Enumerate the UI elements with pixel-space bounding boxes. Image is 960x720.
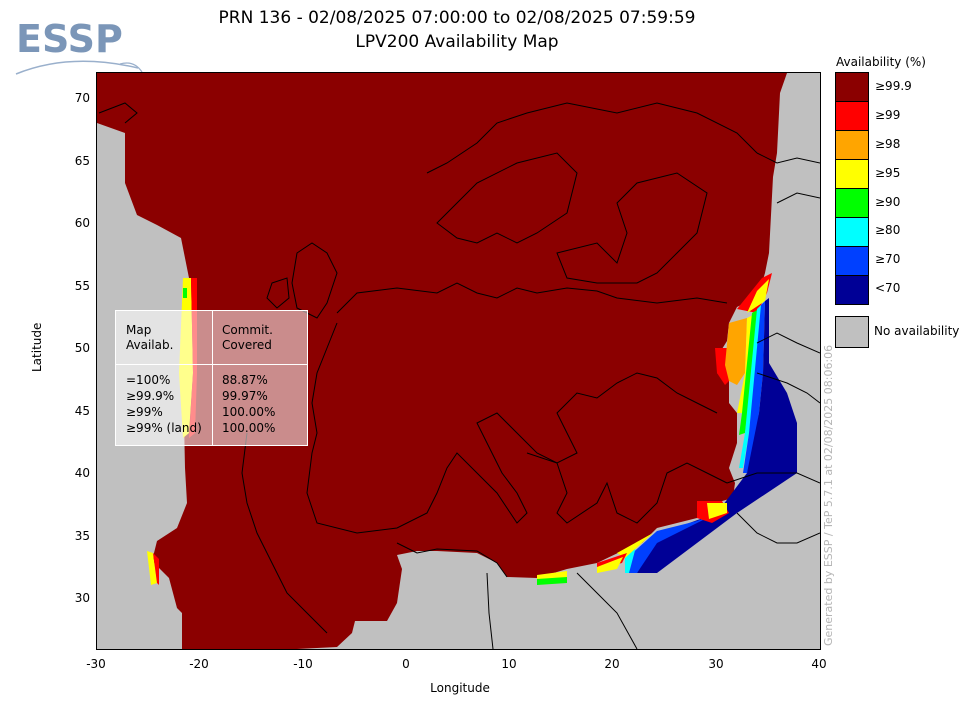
commit-covered-header: Commit. Covered [222,323,273,352]
y-tick-label: 70 [74,91,90,105]
legend-colorbar [835,72,869,305]
x-tick-label: 10 [501,657,517,671]
y-tick-label: 55 [74,279,90,293]
legend-swatch [835,247,869,276]
essp-logo: ESSP [10,12,150,82]
level-cell: ≥99% [126,405,163,419]
covered-cell: 99.97% [222,389,268,403]
y-tick-label: 30 [74,591,90,605]
legend-title: Availability (%) [836,55,926,69]
y-tick-label: 45 [74,404,90,418]
legend-swatch [835,160,869,189]
table-divider [212,311,213,445]
legend-label: ≥99.9 [875,79,912,93]
covered-cell: 100.00% [222,405,276,419]
covered-values: 88.87% 99.97% 100.00% 100.00% [222,372,275,436]
covered-cell: 100.00% [222,421,276,435]
legend-label: ≥70 [875,252,901,266]
map-availab-header: Map Availab. [126,323,174,352]
y-tick-label: 40 [74,466,90,480]
legend-swatch [835,131,869,160]
level-cell: ≥99% (land) [126,421,202,435]
x-tick-label: -20 [189,657,209,671]
table-divider [116,364,307,365]
y-tick-label: 65 [74,154,90,168]
legend-swatch [835,72,869,102]
legend-label: <70 [875,281,901,295]
x-tick-label: -30 [86,657,106,671]
x-tick-label: 40 [811,657,827,671]
svg-text:ESSP: ESSP [16,17,123,61]
level-cell: ≥99.9% [126,389,175,403]
no-availability-swatch [835,316,869,348]
x-tick-label: -10 [293,657,313,671]
generator-watermark: Generated by ESSP / TeP 5.7.1 at 02/08/2… [822,344,835,646]
legend-label: ≥98 [875,137,901,151]
no-availability-label: No availability [874,324,960,338]
legend-swatch [835,102,869,131]
x-tick-label: 0 [402,657,410,671]
y-tick-label: 60 [74,216,90,230]
availability-levels: =100% ≥99.9% ≥99% ≥99% (land) [126,372,202,436]
legend-label: ≥99 [875,108,901,122]
coverage-stats-table: Map Availab. Commit. Covered =100% ≥99.9… [115,310,308,446]
availability-map [96,72,821,650]
y-axis-label: Latitude [30,322,44,372]
legend-label: ≥90 [875,195,901,209]
level-cell: =100% [126,373,171,387]
covered-cell: 88.87% [222,373,268,387]
x-axis-label: Longitude [430,681,490,695]
legend-swatch [835,276,869,305]
map-title: PRN 136 - 02/08/2025 07:00:00 to 02/08/2… [218,8,696,28]
map-canvas [97,73,820,649]
map-subtitle: LPV200 Availability Map [355,32,559,52]
x-tick-label: 20 [604,657,620,671]
legend-swatch [835,189,869,218]
legend-label: ≥95 [875,166,901,180]
y-tick-label: 35 [74,529,90,543]
legend-swatch [835,218,869,247]
y-tick-label: 50 [74,341,90,355]
legend-label: ≥80 [875,223,901,237]
x-tick-label: 30 [708,657,724,671]
